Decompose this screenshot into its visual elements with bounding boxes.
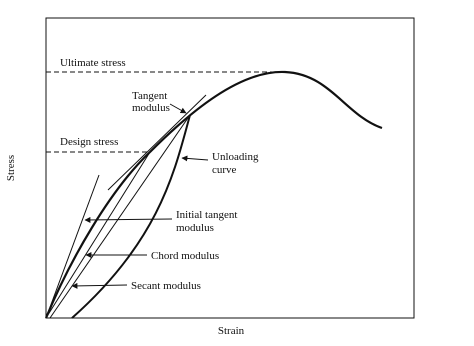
secant-line (45, 151, 151, 319)
label: curve (212, 164, 237, 176)
axis-label: Strain (218, 325, 245, 337)
axis-label: Stress (5, 155, 17, 181)
frame (45, 17, 415, 319)
label: Chord modulus (151, 250, 219, 262)
arrow (84, 216, 173, 223)
label: Tangent (132, 90, 167, 102)
initial-tangent-line (45, 174, 100, 319)
label: modulus (132, 102, 170, 114)
arrow (71, 282, 128, 289)
label: Design stress (60, 136, 118, 148)
arrow (181, 155, 209, 162)
label: Initial tangent (176, 209, 237, 221)
label: modulus (176, 222, 214, 234)
stress-strain-curve (44, 70, 383, 319)
label: Unloading (212, 151, 259, 163)
unloading-curve (71, 114, 191, 319)
label: Secant modulus (131, 280, 201, 292)
label: Ultimate stress (60, 57, 126, 69)
tangent-line (107, 94, 207, 191)
arrow (169, 103, 187, 114)
